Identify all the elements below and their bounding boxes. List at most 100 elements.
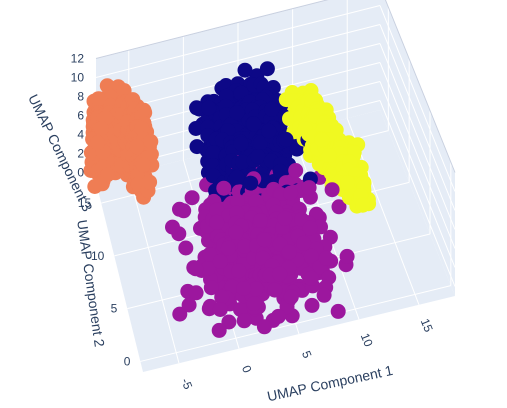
x-tick-label: 5 xyxy=(299,349,315,361)
cluster-2-point xyxy=(205,168,221,184)
cluster-1-point xyxy=(296,235,312,251)
cluster-1-point xyxy=(324,182,340,198)
x-tick-label: 10 xyxy=(358,331,376,349)
x-axis-title: UMAP Component 1 xyxy=(266,362,395,404)
cluster-1-point xyxy=(188,285,204,301)
y-gridline-floor xyxy=(140,285,451,362)
cluster-1-point xyxy=(209,202,225,218)
z-tick-label: 8 xyxy=(77,90,84,104)
cluster-3-point xyxy=(314,132,330,148)
cluster-2-point xyxy=(272,163,288,179)
cluster-1-point xyxy=(188,261,204,277)
cluster-1-point xyxy=(256,319,272,335)
cluster-1-point xyxy=(331,199,347,215)
cluster-2-point xyxy=(250,149,266,164)
z-gridline-back xyxy=(95,5,381,78)
cluster-1-point xyxy=(224,279,240,295)
cluster-1-point xyxy=(253,213,268,228)
cluster-1-point xyxy=(184,190,200,206)
cluster-2-point xyxy=(243,175,259,191)
y-tick-label: 5 xyxy=(111,302,118,316)
cluster-1-point xyxy=(211,322,227,338)
z-gridline-right xyxy=(379,100,456,287)
z-tick-label: 0 xyxy=(77,166,84,180)
cluster-1-point xyxy=(200,260,216,276)
z-gridline-right xyxy=(379,5,456,192)
cluster-1-point xyxy=(216,180,232,196)
cluster-1-point xyxy=(303,270,319,286)
cluster-1-point xyxy=(237,238,253,254)
cluster-1-point xyxy=(267,282,283,298)
y-tick-label: 15 xyxy=(78,196,92,210)
cluster-2-point xyxy=(229,169,245,185)
cluster-1-point xyxy=(316,287,332,303)
cluster-1-point xyxy=(272,266,288,282)
cluster-2-point xyxy=(278,131,294,147)
cluster-1-point xyxy=(220,240,236,256)
cluster-2-point xyxy=(259,61,275,77)
z-gridline-right xyxy=(379,81,456,268)
cluster-3-point xyxy=(321,148,337,163)
x-tick-label: -5 xyxy=(178,376,195,391)
cluster-3-point xyxy=(340,175,356,191)
cluster-0-point xyxy=(142,174,158,190)
cluster-1-point xyxy=(246,296,262,312)
cluster-1-point xyxy=(330,303,346,319)
cluster-1-point xyxy=(176,203,192,219)
z-gridline-right xyxy=(379,62,456,249)
cluster-1-point xyxy=(165,219,180,235)
cluster-1-point xyxy=(236,313,252,329)
cluster-1-point xyxy=(303,248,319,264)
cluster-2-point xyxy=(264,101,280,117)
cluster-1-point xyxy=(228,224,244,240)
tick-labels: -5 0 5 10 15 0 5 10 15 0 2 4 6 8 10 12 xyxy=(71,52,436,392)
cluster-1-point xyxy=(221,314,237,330)
cluster-0-point xyxy=(143,134,159,149)
cluster-2-point xyxy=(233,136,249,152)
cluster-1-point xyxy=(203,280,219,296)
top-back-edge xyxy=(95,0,329,59)
cluster-1-point xyxy=(178,240,194,256)
cluster-2-point xyxy=(205,145,221,161)
z-gridline-back xyxy=(95,24,381,97)
cluster-1-point xyxy=(212,253,228,269)
cluster-1-point xyxy=(288,163,304,178)
cluster-1-point xyxy=(318,250,334,266)
cluster-2-point xyxy=(235,154,250,170)
cluster-1-point xyxy=(283,289,299,305)
z-gridline-right xyxy=(379,43,456,230)
z-tick-label: 4 xyxy=(77,128,84,142)
z-tick-label: 6 xyxy=(77,109,84,123)
y-axis-title: UMAP Component 2 xyxy=(74,219,108,348)
cluster-1-point xyxy=(270,308,286,324)
cluster-0-point xyxy=(90,135,106,151)
cluster-1-point xyxy=(283,185,299,201)
cluster-3-point xyxy=(355,197,371,213)
cluster-0-point xyxy=(93,121,109,136)
cluster-1-point xyxy=(231,263,247,279)
data-points xyxy=(83,61,377,338)
cluster-1-point xyxy=(304,297,320,313)
cluster-1-point xyxy=(281,244,297,260)
cluster-1-point xyxy=(181,297,197,313)
x-gridline-floor xyxy=(128,173,180,364)
cluster-1-point xyxy=(277,210,293,226)
cluster-0-point xyxy=(129,139,145,155)
cluster-1-point xyxy=(301,180,317,196)
cluster-2-point xyxy=(189,139,205,155)
cluster-1-point xyxy=(202,247,218,262)
x-tick-label: 15 xyxy=(418,316,436,334)
cluster-0-point xyxy=(92,176,108,192)
x-tick-label: 0 xyxy=(239,363,255,375)
cluster-2-point xyxy=(201,100,217,116)
cluster-1-point xyxy=(172,306,188,322)
y-tick-label: 0 xyxy=(124,354,131,368)
cluster-0-point xyxy=(135,157,151,173)
cluster-1-point xyxy=(212,302,228,317)
z-gridline-right xyxy=(379,24,456,211)
cluster-1-point xyxy=(236,281,252,296)
cluster-1-point xyxy=(214,289,230,305)
z-tick-label: 10 xyxy=(71,71,85,85)
cluster-1-point xyxy=(302,220,318,236)
